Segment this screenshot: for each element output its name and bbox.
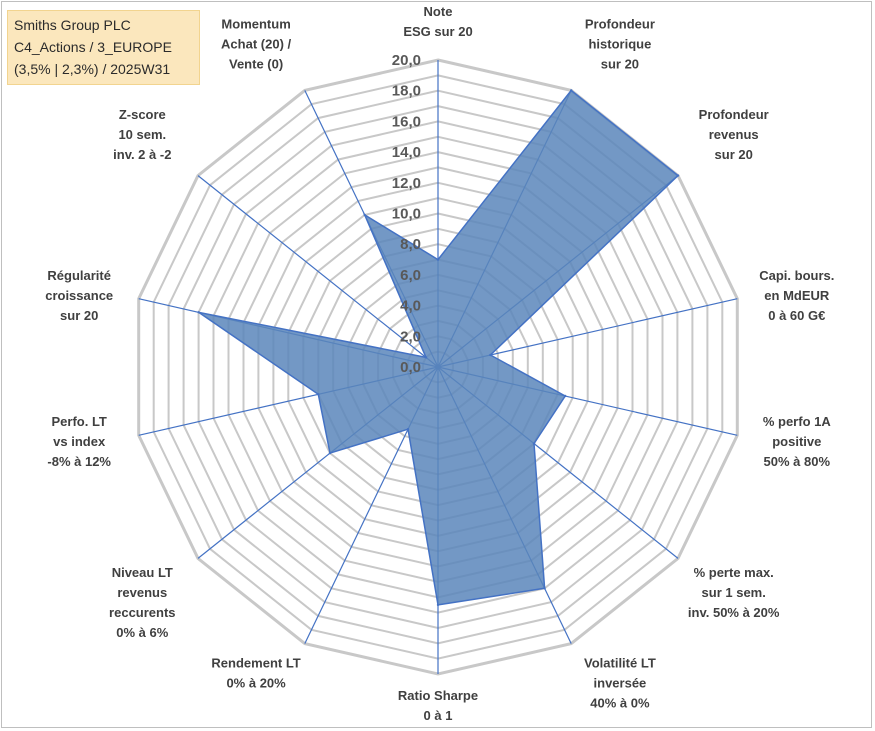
- axis-label-line: Vente (0): [229, 56, 283, 71]
- series-point: [197, 311, 200, 314]
- axis-label-line: 0 à 1: [424, 708, 453, 723]
- axis-label-line: sur 20: [601, 56, 639, 71]
- axis-label-line: inversée: [594, 676, 647, 691]
- axis-label-line: Volatilité LT: [584, 656, 656, 671]
- axis-label-line: inv. 50% à 20%: [688, 605, 780, 620]
- axis-label-line: Note: [424, 4, 453, 19]
- axis-label-line: % perfo 1A: [763, 414, 832, 429]
- axis-label-line: croissance: [45, 288, 113, 303]
- axis-label-line: ESG sur 20: [403, 24, 472, 39]
- tick-label: 8,0: [400, 236, 421, 253]
- axis-label-line: 0% à 20%: [226, 676, 286, 691]
- series-point: [532, 442, 536, 445]
- tick-label: 2,0: [400, 328, 421, 345]
- axis-label-line: vs index: [53, 434, 106, 449]
- axis-label-line: Niveau LT: [112, 565, 173, 580]
- title-category: C4_Actions / 3_EUROPE: [14, 39, 172, 55]
- axis-label-line: 0 à 60 G€: [768, 308, 825, 323]
- axis-label: Z-score 10 sem. inv. 2 à -2: [113, 107, 171, 162]
- axis-label-line: Achat (20) /: [221, 36, 291, 51]
- axis-label-line: en MdEUR: [764, 288, 830, 303]
- title-period: (3,5% | 2,3%) / 2025W31: [14, 61, 171, 77]
- axis-label-line: -8% à 12%: [47, 454, 111, 469]
- tick-label: 16,0: [392, 113, 421, 130]
- axis-label: Perfo. LT vs index -8% à 12%: [47, 414, 111, 469]
- tick-label: 10,0: [392, 206, 421, 223]
- series-point: [676, 174, 680, 177]
- axis-label-line: Profondeur: [585, 16, 655, 31]
- axis-label-line: positive: [772, 434, 821, 449]
- axis-label-line: Capi. bours.: [759, 268, 834, 283]
- series-point: [570, 89, 573, 92]
- axis-label-line: Momentum: [221, 16, 290, 31]
- chart-title-box: Smiths Group PLC C4_Actions / 3_EUROPE (…: [7, 10, 200, 85]
- series-point: [564, 394, 567, 398]
- axis-label-line: revenus: [709, 127, 759, 142]
- axis-label-layer: Note ESG sur 20 Profondeur historique sur 20…: [45, 4, 834, 723]
- title-company: Smiths Group PLC: [14, 17, 131, 33]
- axis-label-line: sur 20: [715, 147, 753, 162]
- axis-label: Capi. bours. en MdEUR 0 à 60 G€: [759, 268, 834, 323]
- axis-label-line: % perte max.: [694, 565, 774, 580]
- axis-label: Régularité croissance sur 20: [45, 268, 113, 323]
- series-point: [424, 356, 428, 359]
- axis-label-line: 10 sem.: [118, 127, 166, 142]
- axis-label: Rendement LT 0% à 20%: [211, 656, 300, 691]
- axis-label: Niveau LT revenus reccurents 0% à 6%: [109, 565, 175, 640]
- axis-spoke: [197, 175, 439, 368]
- axis-label: Profondeur revenus sur 20: [699, 107, 769, 162]
- series-point: [317, 393, 320, 396]
- tick-label: 4,0: [400, 298, 421, 315]
- axis-label: Profondeur historique sur 20: [585, 16, 655, 71]
- axis-label-line: reccurents: [109, 605, 175, 620]
- tick-label: 18,0: [392, 83, 421, 100]
- axis-label-line: 40% à 0%: [590, 696, 650, 711]
- axis-label-line: Perfo. LT: [52, 414, 107, 429]
- axis-label-line: 50% à 80%: [764, 454, 831, 469]
- series-layer: [197, 89, 680, 607]
- series-point: [436, 603, 440, 607]
- axis-label: % perfo 1A positive 50% à 80%: [763, 414, 832, 469]
- axis-label-line: Z-score: [119, 107, 166, 122]
- axis-label: Momentum Achat (20) / Vente (0): [221, 16, 291, 71]
- series-point: [543, 587, 546, 590]
- tick-label: 14,0: [392, 144, 421, 161]
- tick-label: 12,0: [392, 175, 421, 192]
- axis-label-line: sur 1 sem.: [702, 585, 766, 600]
- series-point: [406, 428, 410, 431]
- axis-label-line: Profondeur: [699, 107, 769, 122]
- axis-label-line: 0% à 6%: [116, 625, 168, 640]
- axis-label: Note ESG sur 20: [403, 4, 472, 39]
- axis-label-line: Ratio Sharpe: [398, 688, 478, 703]
- axis-label-line: Rendement LT: [211, 656, 300, 671]
- axis-label-line: historique: [588, 36, 651, 51]
- series-point: [363, 213, 366, 217]
- series-point: [489, 353, 492, 357]
- axis-label: % perte max. sur 1 sem. inv. 50% à 20%: [688, 565, 780, 620]
- axis-label-line: Régularité: [47, 268, 111, 283]
- axis-label: Volatilité LT inversée 40% à 0%: [584, 656, 656, 711]
- axis-label-line: revenus: [117, 585, 167, 600]
- series-point: [436, 258, 440, 261]
- tick-label: 6,0: [400, 267, 421, 284]
- axis-label: Ratio Sharpe 0 à 1: [398, 688, 478, 723]
- tick-label-layer: 0,0 2,0 4,0 6,0 8,0 10,0 12,0 14,0 16,0 18,0 20,0: [392, 52, 421, 376]
- axis-label-line: sur 20: [60, 308, 98, 323]
- series-point: [328, 451, 332, 455]
- tick-label: 20,0: [392, 52, 421, 69]
- axis-label-line: inv. 2 à -2: [113, 147, 171, 162]
- tick-label: 0,0: [400, 359, 421, 376]
